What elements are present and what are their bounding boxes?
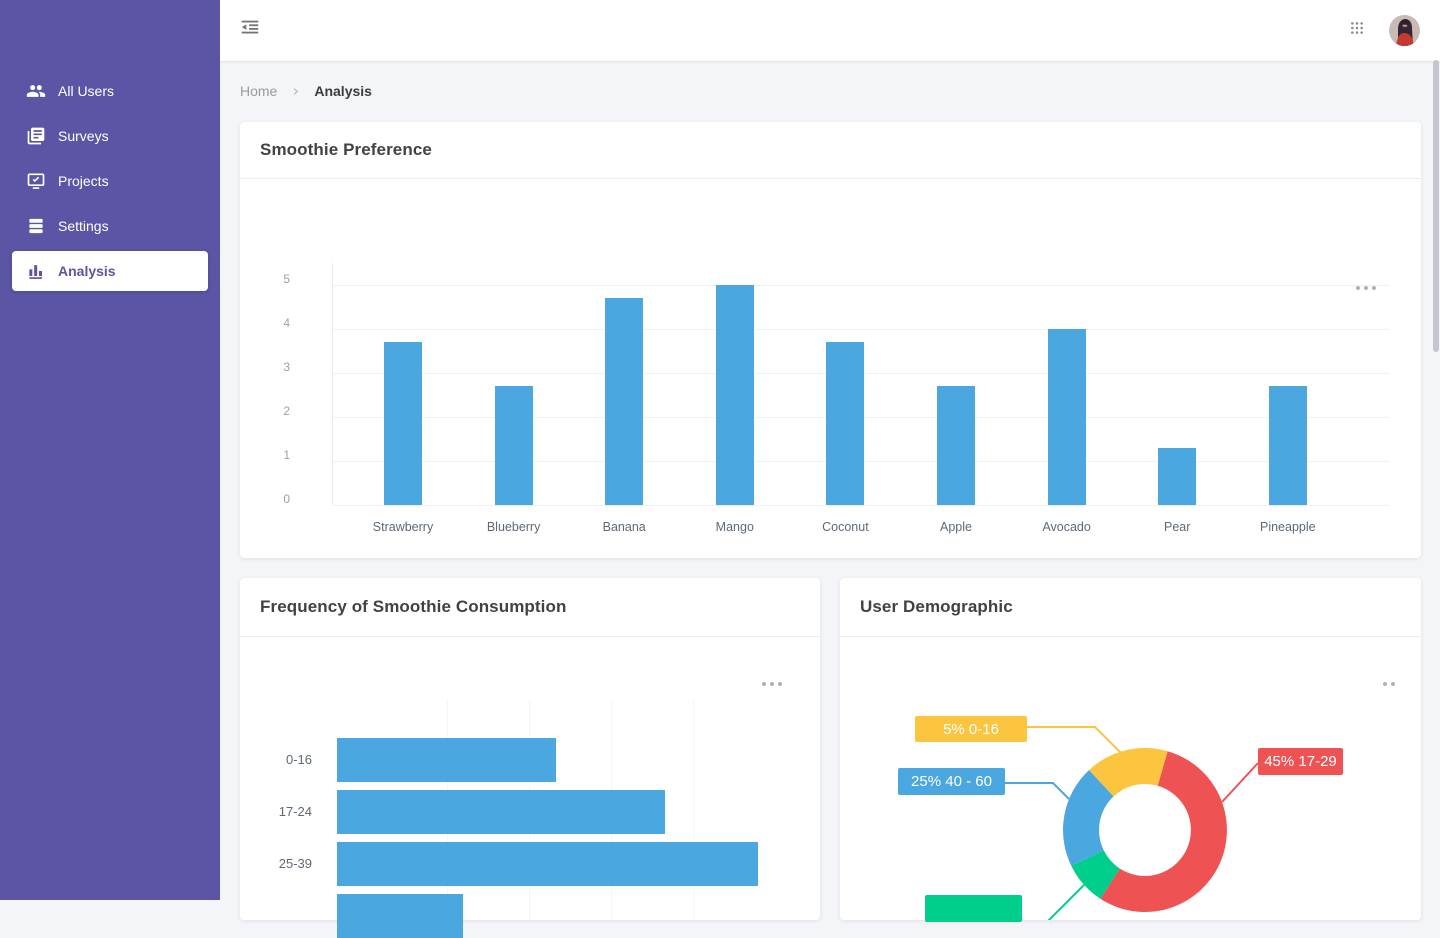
x-axis-category-label: Pineapple [1240, 519, 1336, 535]
x-axis-category-label: Strawberry [355, 519, 451, 535]
smoothie-preference-title: Smoothie Preference [260, 140, 432, 160]
demographic-card-header: User Demographic [840, 578, 1421, 637]
sidebar-item-label: All Users [58, 83, 114, 99]
projects-icon [26, 171, 46, 191]
donut-callout-0-16: 5% 0-16 [915, 716, 1027, 742]
sidebar-item-surveys[interactable]: Surveys [12, 116, 208, 156]
y-axis-line [332, 263, 333, 505]
sidebar-item-projects[interactable]: Projects [12, 161, 208, 201]
x-axis-category-label: Coconut [797, 519, 893, 535]
settings-icon [26, 216, 46, 236]
apps-grid-icon [1349, 20, 1365, 41]
bar-strawberry [384, 342, 422, 505]
surveys-icon [26, 126, 46, 146]
sidebar-item-settings[interactable]: Settings [12, 206, 208, 246]
x-axis-category-label: Pear [1129, 519, 1225, 535]
sidebar-item-analysis[interactable]: Analysis [12, 251, 208, 291]
donut-leader-line [1005, 783, 1069, 799]
analysis-icon [26, 261, 46, 281]
gridline [693, 700, 694, 920]
hbar-row-2 [337, 842, 758, 886]
sidebar-item-label: Analysis [58, 263, 116, 279]
apps-grid-button[interactable] [1339, 13, 1375, 49]
y-axis-tick-label: 0 [260, 491, 290, 507]
bar-mango [716, 285, 754, 505]
x-axis-category-label: Avocado [1019, 519, 1115, 535]
gridline [332, 329, 1390, 330]
gridline [332, 505, 1390, 506]
donut-leader-line [1222, 763, 1258, 802]
sidebar-item-all-users[interactable]: All Users [12, 71, 208, 111]
donut-callout-bottom [925, 895, 1022, 922]
chevron-right-icon [291, 87, 300, 96]
y-axis-tick-label: 1 [260, 447, 290, 463]
sidebar-item-label: Projects [58, 173, 109, 189]
page-scrollbar-thumb[interactable] [1433, 60, 1439, 352]
bar-banana [605, 298, 643, 505]
bar-apple [937, 386, 975, 505]
topbar [220, 0, 1440, 62]
donut-callout-17-29: 45% 17-29 [1258, 748, 1343, 775]
sidebar-collapse-button[interactable] [232, 13, 268, 49]
gridline [332, 285, 1390, 286]
hbar-category-label: 17-24 [252, 804, 312, 820]
bar-pineapple [1269, 386, 1307, 505]
bar-avocado [1048, 329, 1086, 505]
users-icon [26, 81, 46, 101]
x-axis-category-label: Apple [908, 519, 1004, 535]
bar-coconut [826, 342, 864, 505]
y-axis-tick-label: 5 [260, 271, 290, 287]
hbar-row-1 [337, 790, 665, 834]
frequency-card-header: Frequency of Smoothie Consumption [240, 578, 820, 637]
donut-callout-40 - 60: 25% 40 - 60 [898, 768, 1005, 795]
chart-menu-button[interactable] [762, 682, 782, 686]
y-axis-tick-label: 2 [260, 403, 290, 419]
breadcrumb-current: Analysis [314, 83, 372, 99]
breadcrumb: Home Analysis [240, 83, 372, 99]
x-axis-category-label: Blueberry [466, 519, 562, 535]
x-axis-category-label: Mango [687, 519, 783, 535]
smoothie-preference-bar-chart: 5 4 3 2 1 0 Strawberry Blueberry Banana Mango Coco… [240, 179, 1421, 557]
collapse-menu-icon [239, 17, 261, 44]
frequency-title: Frequency of Smoothie Consumption [260, 597, 566, 617]
x-axis-category-label: Banana [576, 519, 672, 535]
sidebar-nav: All Users Surveys Projects Settings Analysis [0, 66, 220, 296]
breadcrumb-home-link[interactable]: Home [240, 83, 277, 99]
frequency-hbar-chart: 0-16 17-24 25-39 [240, 637, 820, 920]
hbar-category-label: 25-39 [252, 856, 312, 872]
bar-blueberry [495, 386, 533, 505]
smoothie-preference-card: Smoothie Preference 5 4 3 2 1 0 Strawberry Blue… [240, 122, 1421, 558]
bar-pear [1158, 448, 1196, 505]
y-axis-tick-label: 4 [260, 315, 290, 331]
hbar-row-0 [337, 738, 556, 782]
demographic-title: User Demographic [860, 597, 1013, 617]
y-axis-tick-label: 3 [260, 359, 290, 375]
hbar-row-3 [337, 894, 463, 938]
user-avatar[interactable] [1389, 15, 1420, 46]
chart-menu-button[interactable] [1356, 286, 1376, 290]
donut-leader-line [1044, 885, 1084, 920]
demographic-card: User Demographic 5% 0-16 25% 40 - 60 45% 1… [840, 578, 1421, 920]
sidebar: All Users Surveys Projects Settings Analysis [0, 0, 220, 900]
hbar-category-label: 0-16 [252, 752, 312, 768]
sidebar-item-label: Surveys [58, 128, 109, 144]
sidebar-item-label: Settings [58, 218, 109, 234]
hbar-category-label [252, 908, 312, 924]
smoothie-preference-card-header: Smoothie Preference [240, 122, 1421, 179]
frequency-card: Frequency of Smoothie Consumption 0-16 17… [240, 578, 820, 920]
